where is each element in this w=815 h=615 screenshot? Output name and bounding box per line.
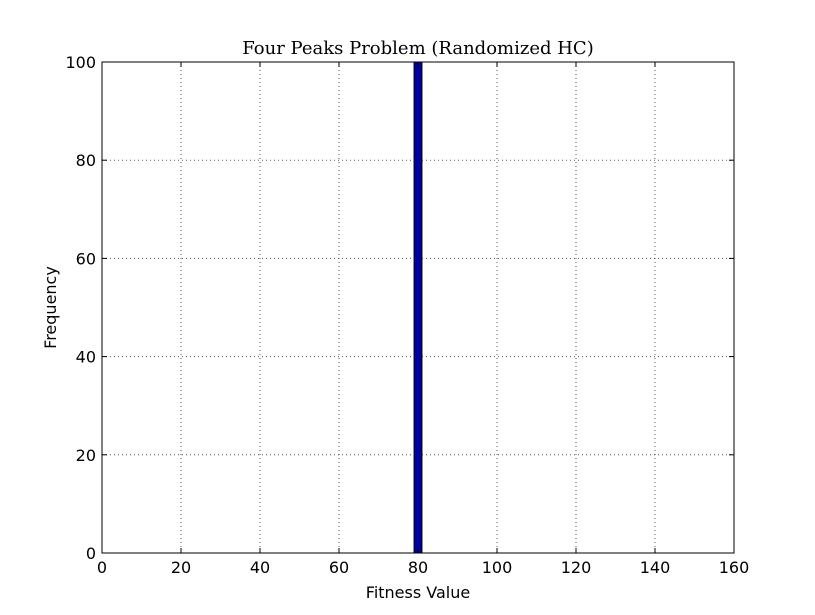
y-tick-label: 40 xyxy=(76,348,96,367)
axis-ticks: 0 20 40 60 80 100 120 140 160 0 20 40 60 80 100 xyxy=(65,53,749,577)
x-tick-label: 40 xyxy=(250,558,270,577)
y-axis-label: Frequency xyxy=(41,266,60,349)
y-tick-label: 80 xyxy=(76,151,96,170)
chart-title: Four Peaks Problem (Randomized HC) xyxy=(242,38,593,59)
x-tick-label: 140 xyxy=(640,558,671,577)
histogram-bars xyxy=(413,61,423,554)
x-tick-label: 20 xyxy=(171,558,191,577)
y-tick-label: 0 xyxy=(86,544,96,563)
x-tick-label: 60 xyxy=(329,558,349,577)
x-axis-label: Fitness Value xyxy=(366,583,470,602)
y-tick-label: 100 xyxy=(65,53,96,72)
x-tick-label: 80 xyxy=(408,558,428,577)
x-tick-label: 160 xyxy=(719,558,750,577)
y-tick-label: 20 xyxy=(76,446,96,465)
x-tick-label: 100 xyxy=(482,558,513,577)
y-tick-label: 60 xyxy=(76,249,96,268)
x-tick-label: 120 xyxy=(561,558,592,577)
histogram-bar xyxy=(413,61,423,554)
x-tick-label: 0 xyxy=(97,558,107,577)
